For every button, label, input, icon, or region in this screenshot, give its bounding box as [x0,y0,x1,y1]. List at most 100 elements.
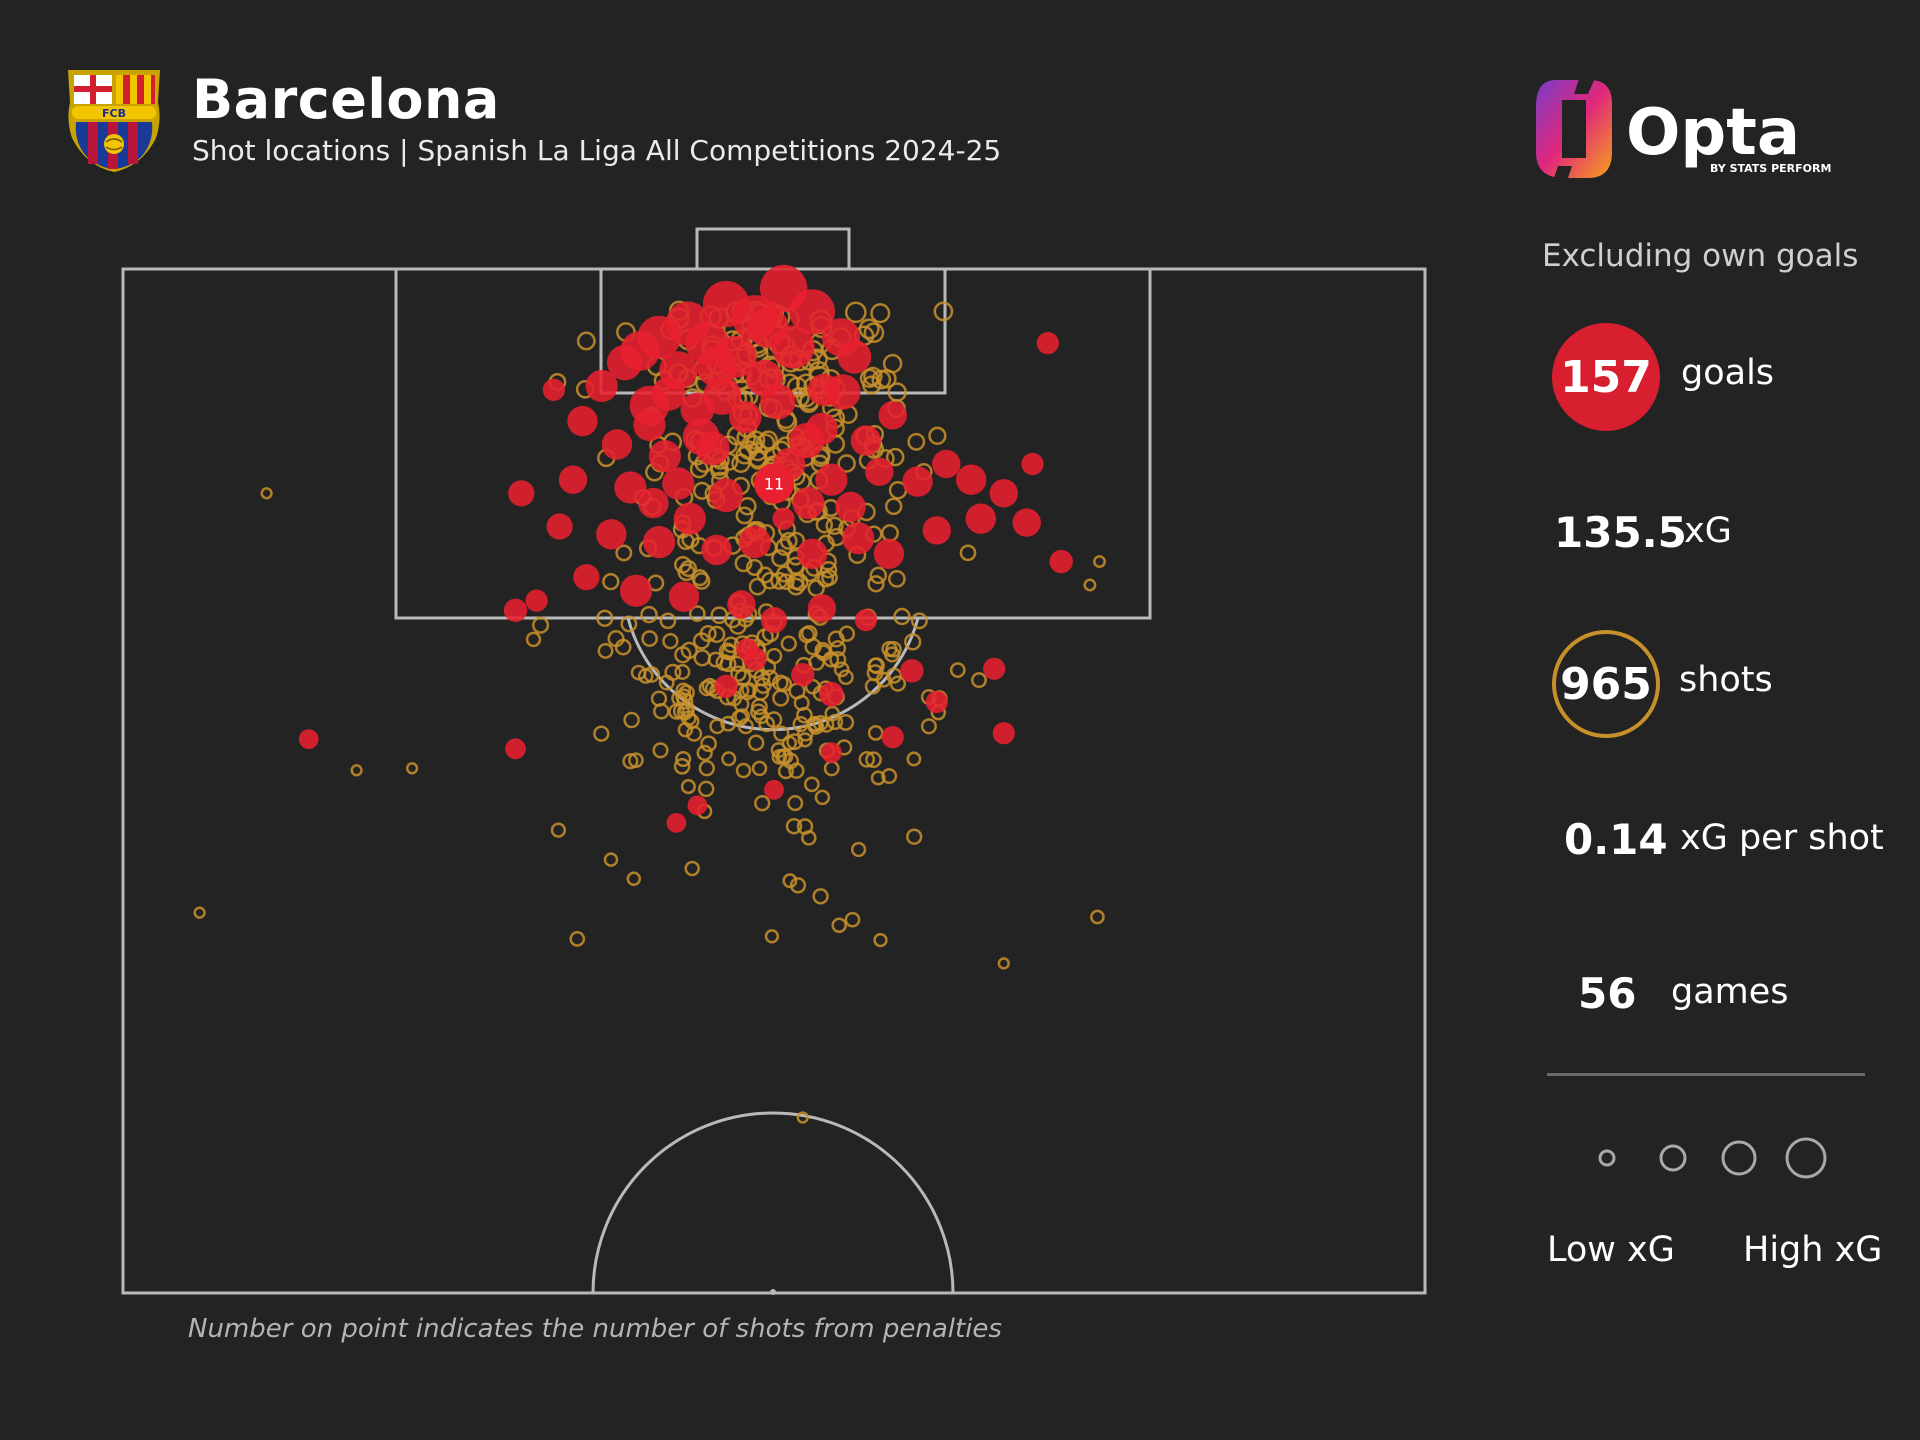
shot-point [1093,555,1106,569]
exclusion-note: Excluding own goals [1542,238,1859,274]
goal-point [648,440,682,473]
fc-barcelona-crest-icon: FCB [68,70,160,172]
goal-point [687,795,708,816]
xg-per-shot-stat: 0.14 xG per shot [1530,815,1910,925]
shot-point [652,742,669,759]
goal-point [729,401,762,434]
shots-badge: 965 [1552,630,1660,738]
shot-point [614,638,632,656]
shot-point [753,708,770,725]
goal-point [965,503,996,534]
shot-point [885,640,902,658]
goal-point [585,369,618,403]
goal-point [1049,549,1073,574]
shot-point [796,1111,809,1124]
shot-point [885,667,903,684]
shot-point [730,665,747,682]
shot-point [863,366,883,387]
shot-point [729,655,746,673]
shot-point [815,644,832,662]
shot-point [709,718,726,735]
goal-point [666,813,687,833]
goal-point [925,690,948,714]
shot-point [819,560,838,579]
goal-point [558,465,588,494]
shot-point [675,750,692,768]
shot-point [850,841,867,858]
shots-stat: 965 shots [1530,630,1910,740]
goal-point [614,471,647,504]
shot-point [756,566,774,584]
xg-value: 135.5 [1554,508,1687,557]
shot-point [708,625,726,644]
goal-point [601,429,633,460]
shot-point [782,873,798,889]
shot-point [881,524,899,543]
shot-point [350,764,363,777]
shot-point [870,303,891,324]
goal-point [747,307,789,348]
goal-point [638,487,669,519]
shot-point [997,957,1010,970]
goal-point [819,681,844,707]
shot-point [664,663,682,681]
shot-point [787,577,805,596]
shot-point [679,560,698,578]
shot-point [787,795,804,812]
shot-point [780,635,797,652]
legend-circle-l [1785,1137,1827,1179]
shot-point [865,751,882,769]
goal-point [989,479,1018,508]
goal-point [983,657,1006,680]
goal-point [629,385,670,426]
shot-point [673,757,691,775]
shot-point [700,735,717,753]
shot-point [672,702,691,720]
shot-point [620,615,638,633]
goal-point [873,538,905,569]
shot-point [628,752,644,769]
shot-point [699,625,717,643]
shot-point [844,911,861,928]
shot-point [833,661,850,678]
shot-point [815,516,833,534]
goal-point [992,722,1015,745]
shot-point [789,877,807,894]
shot-point [550,822,567,838]
goal-point [922,516,951,545]
shot-point [858,751,876,768]
shot-point [593,725,610,742]
goal-point [662,467,695,500]
goal-point [709,478,743,513]
team-name: Barcelona [192,68,500,131]
shot-point [764,929,780,944]
shot-point [786,733,804,751]
shot-point [643,666,661,683]
shot-point [747,734,765,752]
goal-point [854,609,878,632]
shot-point [906,828,923,845]
shot-point [405,762,419,775]
goal-point [696,346,737,387]
goal-point [668,581,700,612]
shot-point [928,426,947,445]
shot-point [920,718,937,735]
legend-circle-s [1659,1144,1687,1172]
goal-point [620,574,653,607]
shot-point [692,481,712,500]
shot-point [596,609,614,627]
shot-point [691,569,709,587]
shot-point [870,770,886,786]
goal-point [673,502,706,535]
shot-point [738,496,757,516]
shot-point [775,538,794,556]
shot-point [864,678,882,695]
shot-point [735,762,752,779]
shot-point [751,760,768,777]
shot-point [907,432,926,451]
shot-point [680,641,698,660]
shot-point [734,554,753,573]
goal-point [837,339,872,374]
goal-point [727,590,756,619]
